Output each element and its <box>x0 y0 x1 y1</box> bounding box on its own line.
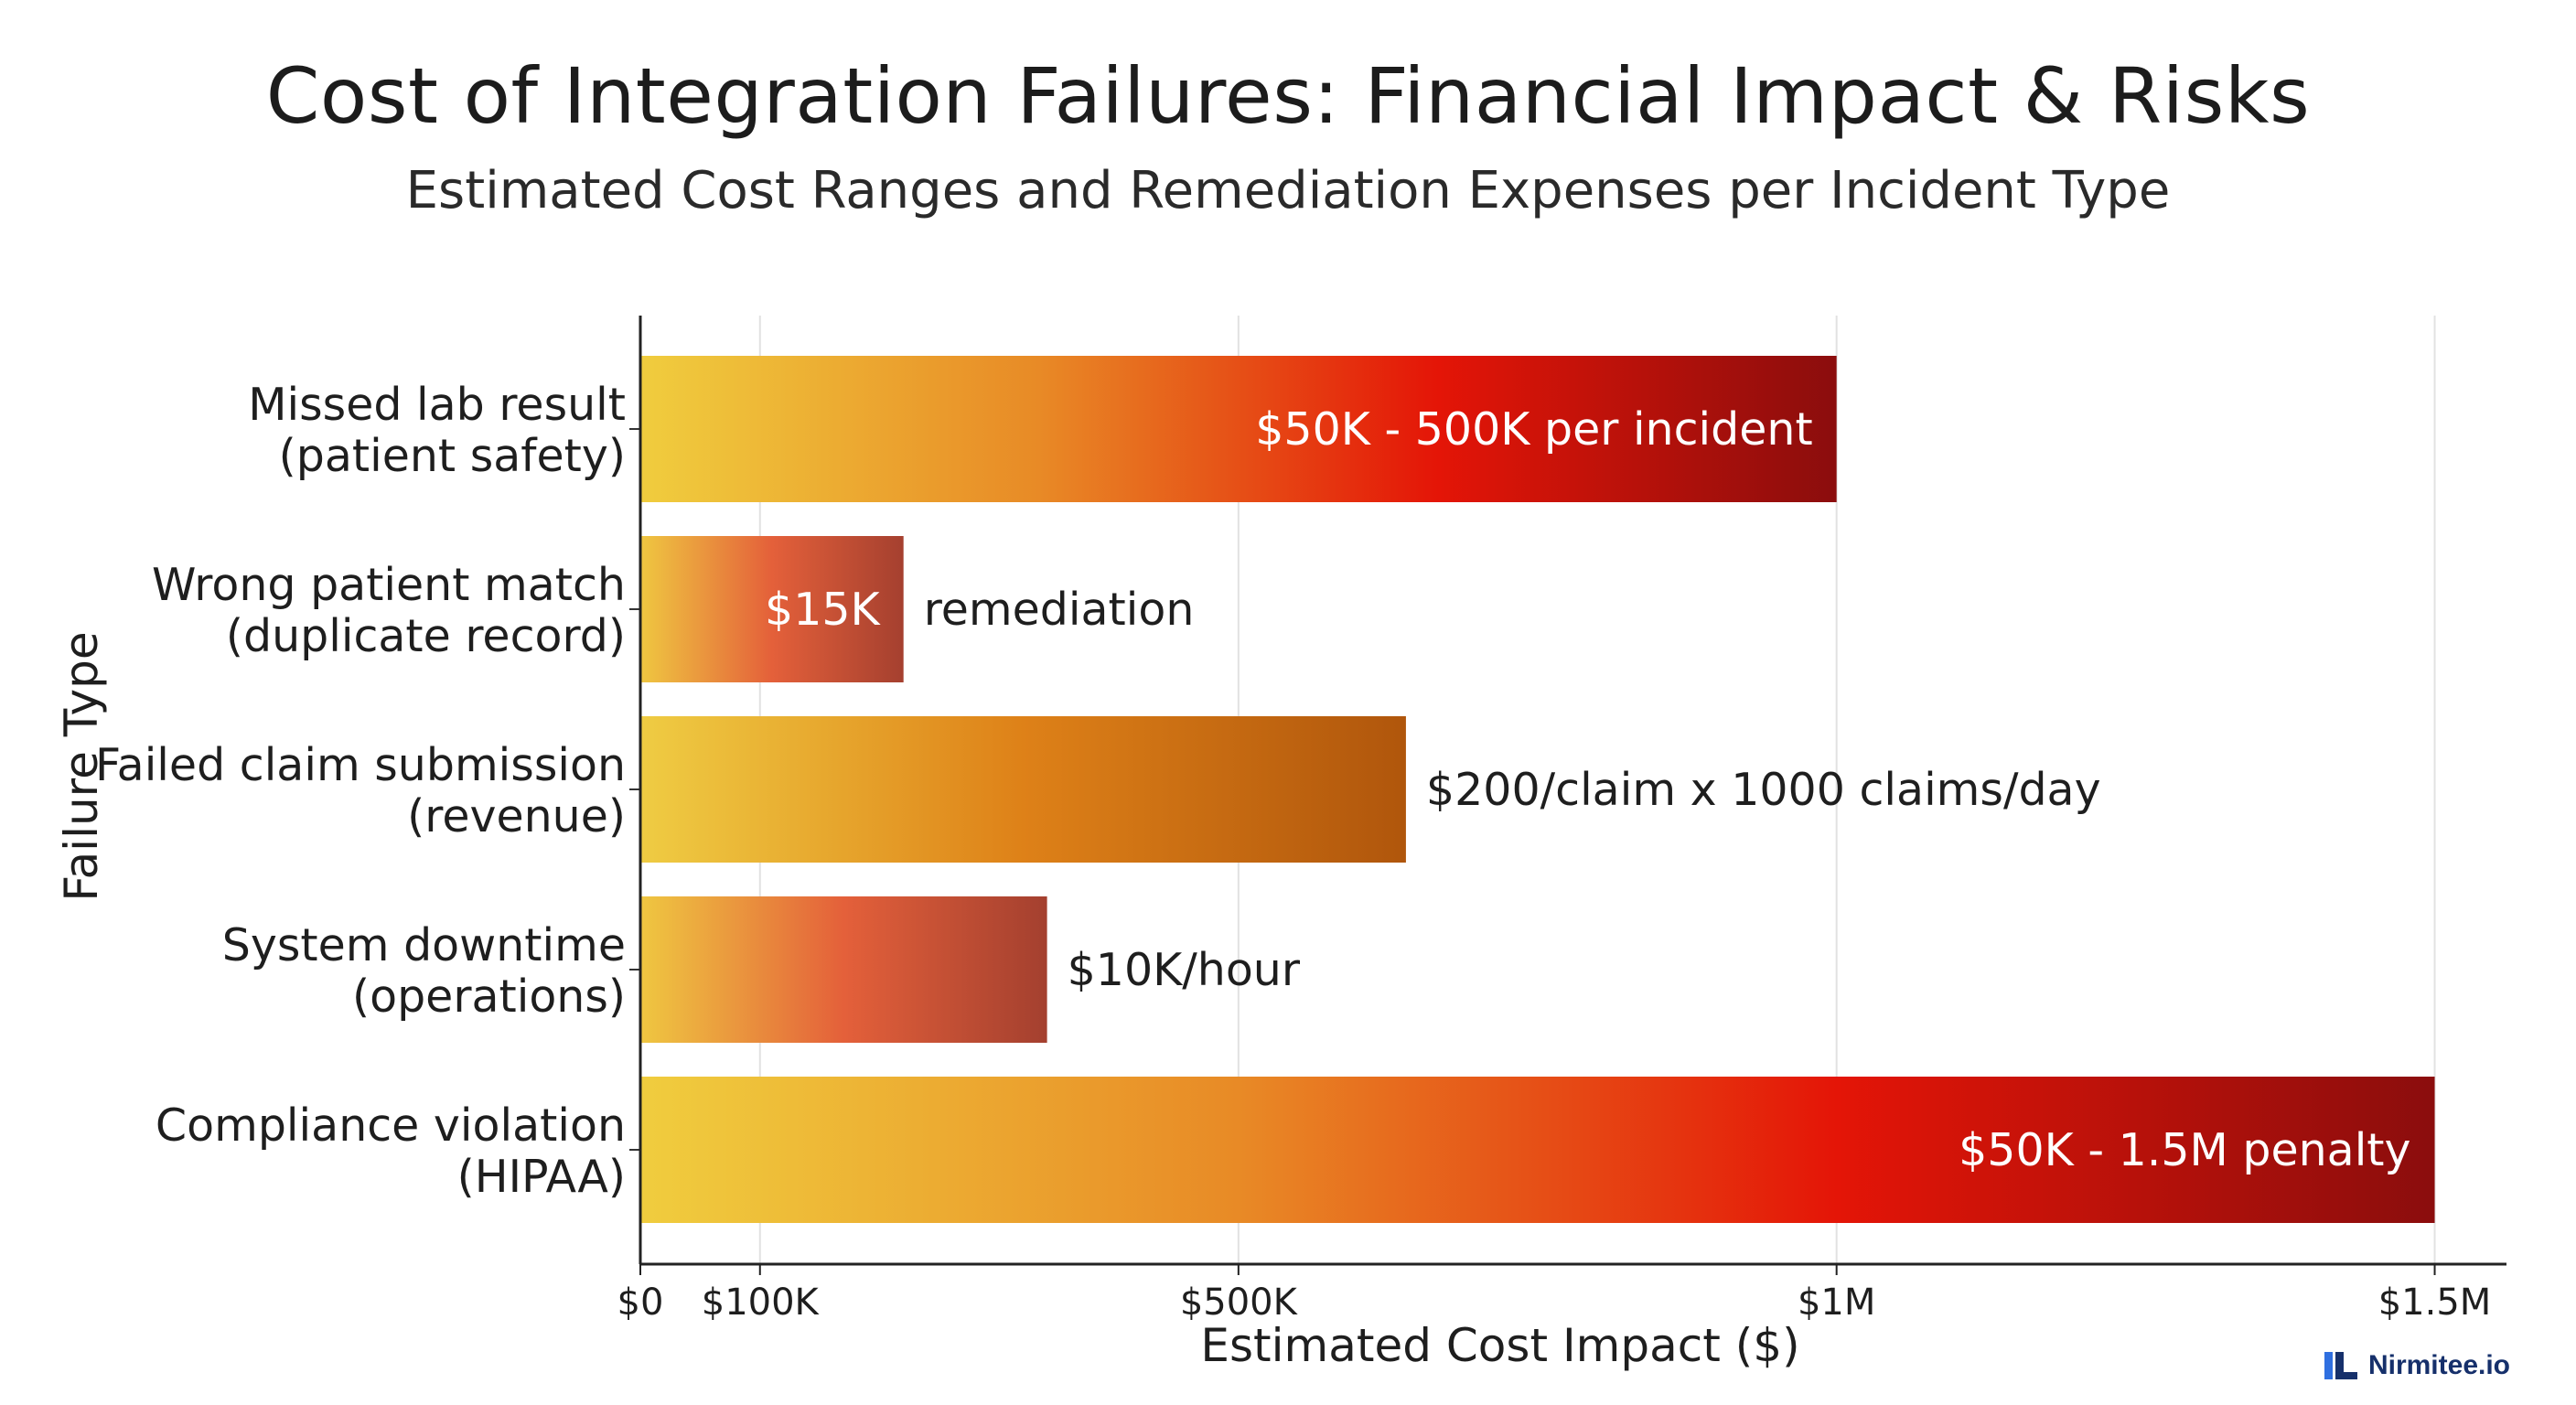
category-label-line: (duplicate record) <box>226 610 626 662</box>
bar-secondary-label: remediation <box>924 584 1195 636</box>
category-label-line: Wrong patient match <box>152 559 626 611</box>
x-axis-title: Estimated Cost Impact ($) <box>1200 1319 1799 1372</box>
bar <box>640 896 1047 1043</box>
bar-value-label: $200/claim x 1000 claims/day <box>1426 764 2101 816</box>
brand-logo: Nirmitee.io <box>2323 1348 2510 1383</box>
x-tick-label: $100K <box>702 1282 821 1324</box>
y-axis-title: Failure Type <box>55 631 108 901</box>
x-tick-label: $0 <box>617 1282 664 1324</box>
bar-value-label: $15K <box>765 584 882 636</box>
x-tick-label: $1M <box>1798 1282 1875 1324</box>
bar-value-label: $50K - 1.5M penalty <box>1959 1124 2410 1176</box>
x-tick-label: $1.5M <box>2378 1282 2492 1324</box>
x-tick-label: $500K <box>1180 1282 1299 1324</box>
chart-subtitle: Estimated Cost Ranges and Remediation Ex… <box>405 161 2171 220</box>
bar <box>640 716 1406 863</box>
category-label-line: (operations) <box>352 971 626 1023</box>
axes <box>629 316 2506 1275</box>
bar <box>640 356 1837 502</box>
bar-value-label: $50K - 500K per incident <box>1255 403 1812 456</box>
brand-logo-icon <box>2324 1352 2357 1379</box>
category-label-line: (patient safety) <box>279 430 626 482</box>
category-label: Wrong patient match (duplicate record) <box>152 559 626 662</box>
brand-name: Nirmitee.io <box>2367 1350 2510 1380</box>
category-label-line: (HIPAA) <box>457 1151 626 1203</box>
category-label-line: Failed claim submission <box>95 739 626 791</box>
category-label-line: System downtime <box>222 919 626 971</box>
bar-value-label: $10K/hour <box>1068 944 1301 996</box>
category-label: Failed claim submission (revenue) <box>95 739 626 842</box>
labels: Missed lab result (patient safety) $50K - … <box>55 379 2491 1372</box>
category-label-line: (revenue) <box>407 790 626 842</box>
category-label: Compliance violation (HIPAA) <box>156 1099 626 1203</box>
bar <box>640 1077 2435 1223</box>
chart-title: Cost of Integration Failures: Financial … <box>265 51 2311 141</box>
category-label-line: Compliance violation <box>156 1099 626 1152</box>
category-label-line: Missed lab result <box>248 379 626 431</box>
category-label: Missed lab result (patient safety) <box>248 379 626 482</box>
bar <box>640 536 904 682</box>
bars <box>640 356 2435 1223</box>
category-label: System downtime (operations) <box>222 919 626 1023</box>
